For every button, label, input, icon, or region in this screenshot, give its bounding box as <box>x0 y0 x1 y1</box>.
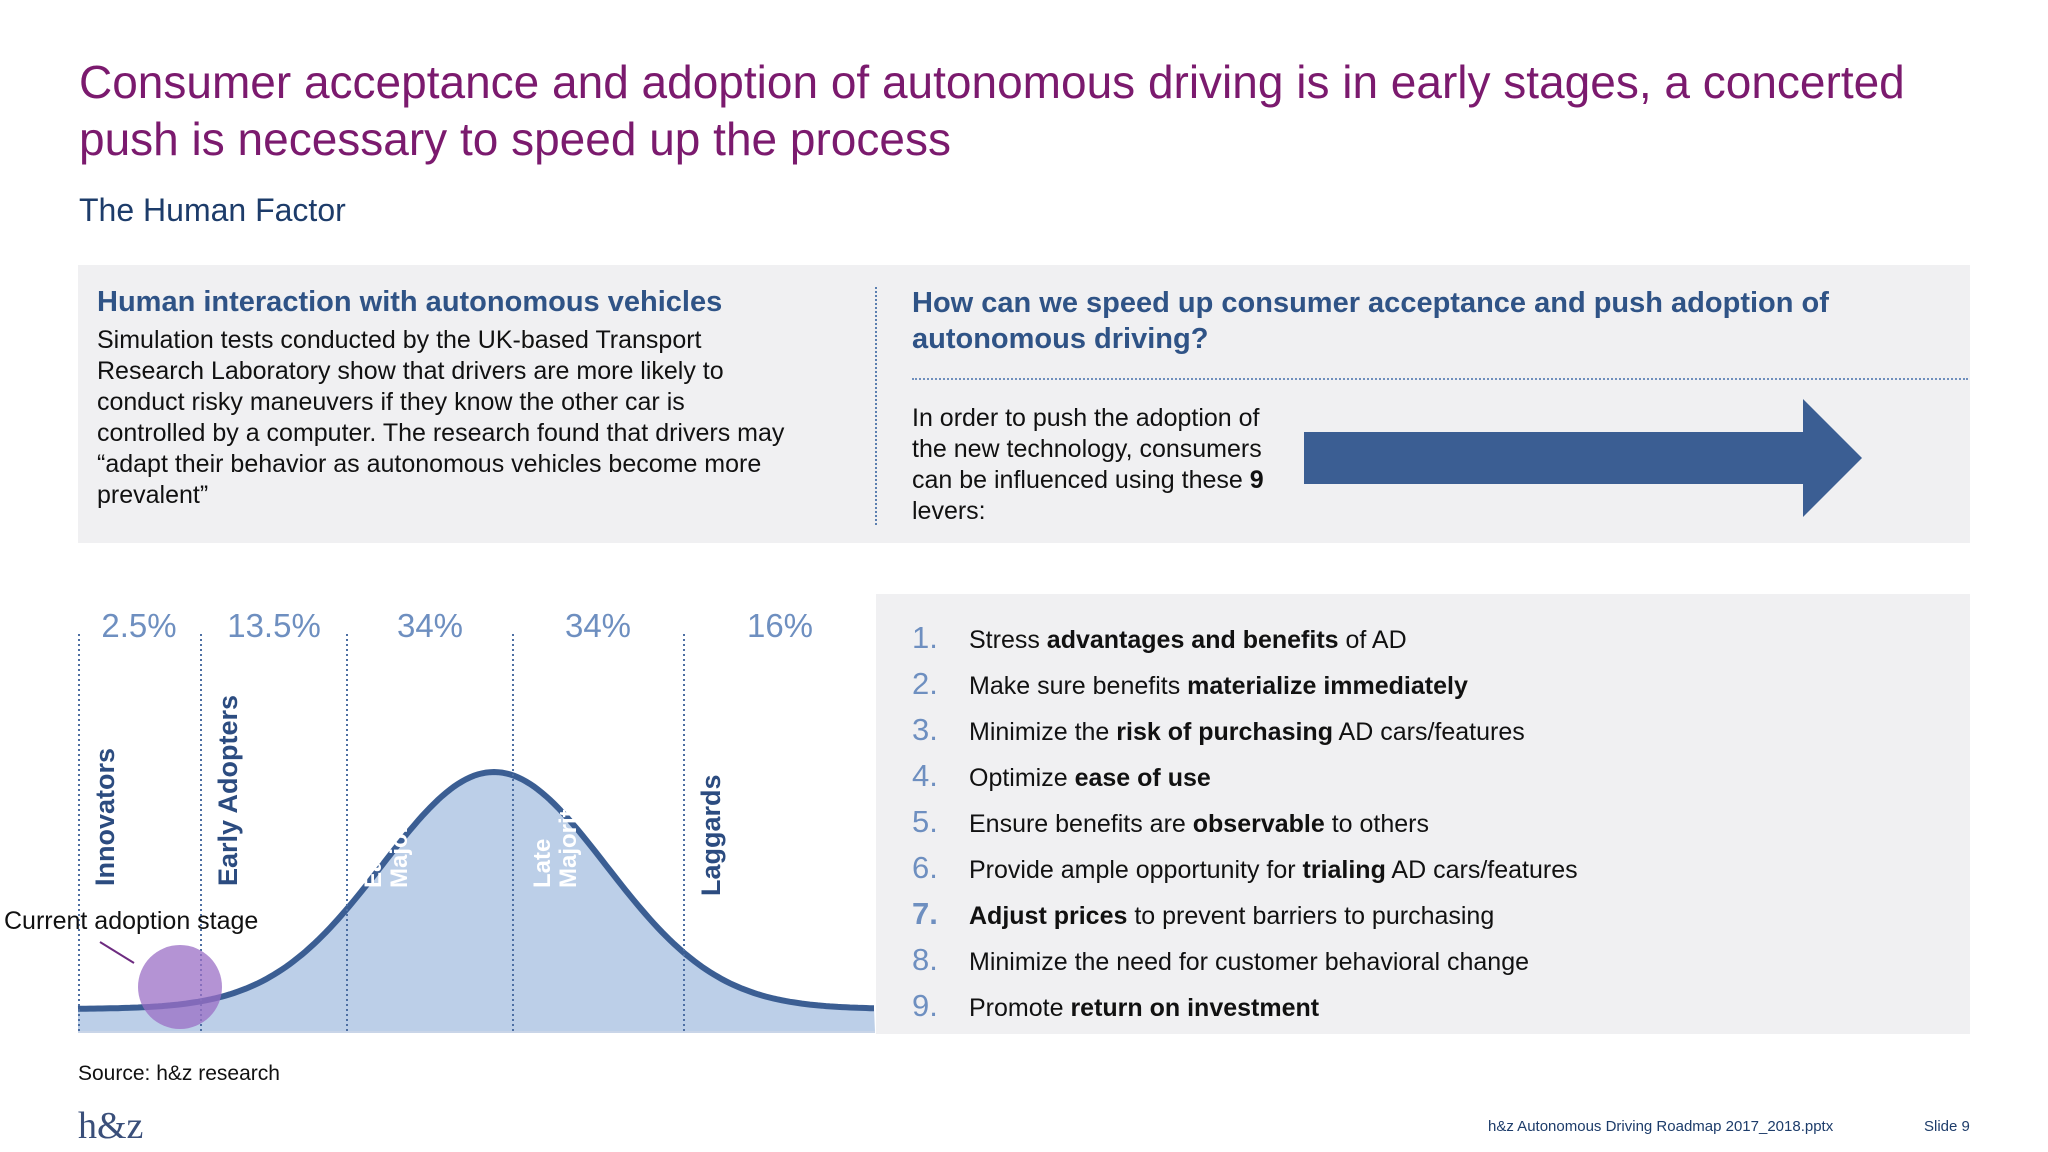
right-panel-body: In order to push the adoption of the new… <box>912 403 1292 527</box>
lever-number: 5. <box>912 804 938 839</box>
lever-text-regular: Stress <box>969 626 1047 654</box>
lever-text-regular: Optimize <box>969 764 1075 792</box>
segment-label-innovators: Innovators <box>90 747 120 886</box>
source-note: Source: h&z research <box>78 1062 280 1085</box>
footer-slide-number: Slide 9 <box>1924 1118 1970 1135</box>
lever-text-regular: AD cars/features <box>1385 856 1578 884</box>
lever-item-3: 3. Minimize the risk of purchasing AD car… <box>912 712 1525 752</box>
segment-label-laggards: Laggards <box>696 774 726 896</box>
lever-number: 6. <box>912 850 938 885</box>
lever-item-9: 9. Promote return on investment <box>912 988 1319 1028</box>
lever-number: 2. <box>912 666 938 701</box>
lever-text: Make sure benefits materialize immediate… <box>969 672 1468 701</box>
right-panel-body-suffix: levers: <box>912 497 986 525</box>
lever-text: Ensure benefits are observable to others <box>969 810 1429 839</box>
segment-label-early-adopters: Early Adopters <box>213 694 243 886</box>
lever-item-5: 5. Ensure benefits are observable to othe… <box>912 804 1429 844</box>
lever-text: Adjust prices to prevent barriers to pur… <box>969 902 1494 931</box>
right-panel-heading: How can we speed up consumer acceptance … <box>912 287 1829 355</box>
segment-label-early-majority-line1: Early <box>360 829 387 888</box>
company-logo: h&z <box>78 1105 144 1147</box>
segment-label-late-majority-line2: Majority <box>555 795 582 888</box>
footer-filename: h&z Autonomous Driving Roadmap 2017_2018… <box>1488 1118 1834 1135</box>
lever-text: Stress advantages and benefits of AD <box>969 626 1407 655</box>
levers-panel <box>876 594 1970 1034</box>
slide-subtitle: The Human Factor <box>79 192 346 228</box>
lever-number: 3. <box>912 712 938 747</box>
lever-text-regular: Make sure benefits <box>969 672 1188 700</box>
lever-text: Provide ample opportunity for trialing A… <box>969 856 1578 885</box>
lever-text-bold: advantages and benefits <box>1046 626 1339 654</box>
curve-fill-area <box>78 772 875 1032</box>
segment-percent-early-adopters: 13.5% <box>227 607 321 644</box>
current-stage-marker <box>138 945 222 1029</box>
lever-text-regular: to prevent barriers to purchasing <box>1127 902 1495 930</box>
segment-percent-innovators: 2.5% <box>101 607 177 644</box>
lever-text-regular: of AD <box>1338 626 1407 654</box>
lever-text-bold: trialing <box>1302 856 1386 884</box>
lever-number: 8. <box>912 942 938 977</box>
left-panel-heading: Human interaction with autonomous vehicl… <box>97 286 723 318</box>
current-adoption-stage-label: Current adoption stage <box>4 907 259 935</box>
lever-text-bold: Adjust prices <box>969 902 1128 930</box>
right-arrow-icon <box>1304 399 1862 517</box>
segment-percent-late-majority: 34% <box>564 607 632 644</box>
top-panel <box>78 265 1970 543</box>
lever-text-regular: to others <box>1324 810 1429 838</box>
right-panel-body-prefix: In order to push the adoption of the new… <box>912 404 1262 494</box>
current-stage-pointer <box>99 941 135 964</box>
lever-number: 7. <box>912 896 938 931</box>
lever-text-regular: AD cars/features <box>1332 718 1525 746</box>
lever-text: Minimize the need for customer behaviora… <box>969 948 1529 977</box>
segment-label-late-majority-line1: Late <box>529 838 556 888</box>
lever-text: Optimize ease of use <box>969 764 1211 793</box>
lever-item-8: 8. Minimize the need for customer behavio… <box>912 942 1529 982</box>
lever-text-bold: observable <box>1192 810 1325 838</box>
segment-percent-laggards: 16% <box>746 607 814 644</box>
adoption-curve-chart: 2.5% 13.5% 34% 34% 16% Innovators Early … <box>0 590 880 1050</box>
segment-label-early-majority-line2: Majority <box>386 795 413 888</box>
lever-number: 9. <box>912 988 938 1023</box>
lever-item-2: 2. Make sure benefits materialize immedia… <box>912 666 1468 706</box>
lever-text-regular: Ensure benefits are <box>969 810 1193 838</box>
panel-divider <box>875 287 877 525</box>
lever-text-regular: Provide ample opportunity for <box>969 856 1303 884</box>
lever-text-regular: Promote <box>969 994 1071 1022</box>
segment-label-early-majority: Early Majority <box>360 795 413 888</box>
segment-label-late-majority: Late Majority <box>529 795 582 888</box>
lever-text: Minimize the risk of purchasing AD cars/… <box>969 718 1525 747</box>
lever-text-bold: ease of use <box>1074 764 1211 792</box>
right-panel-separator <box>912 378 1968 380</box>
slide-title: Consumer acceptance and adoption of auto… <box>79 56 1905 165</box>
lever-text-bold: risk of purchasing <box>1116 718 1333 746</box>
lever-text-regular: Minimize the need for customer behaviora… <box>969 948 1530 976</box>
lever-item-6: 6. Provide ample opportunity for trialing… <box>912 850 1578 890</box>
right-panel-body-bold: 9 <box>1249 466 1264 494</box>
segment-percent-early-majority: 34% <box>396 607 464 644</box>
lever-number: 1. <box>912 620 938 655</box>
lever-text-bold: materialize immediately <box>1187 672 1468 700</box>
lever-text-bold: return on investment <box>1070 994 1320 1022</box>
lever-item-7: 7. Adjust prices to prevent barriers to p… <box>912 896 1494 936</box>
left-panel-body: Simulation tests conducted by the UK-bas… <box>97 326 785 509</box>
lever-number: 4. <box>912 758 938 793</box>
lever-item-1: 1. Stress advantages and benefits of AD <box>912 620 1407 660</box>
lever-text-regular: Minimize the <box>969 718 1117 746</box>
lever-text: Promote return on investment <box>969 994 1319 1023</box>
lever-item-4: 4. Optimize ease of use <box>912 758 1211 798</box>
adoption-curve-svg <box>77 634 875 1033</box>
